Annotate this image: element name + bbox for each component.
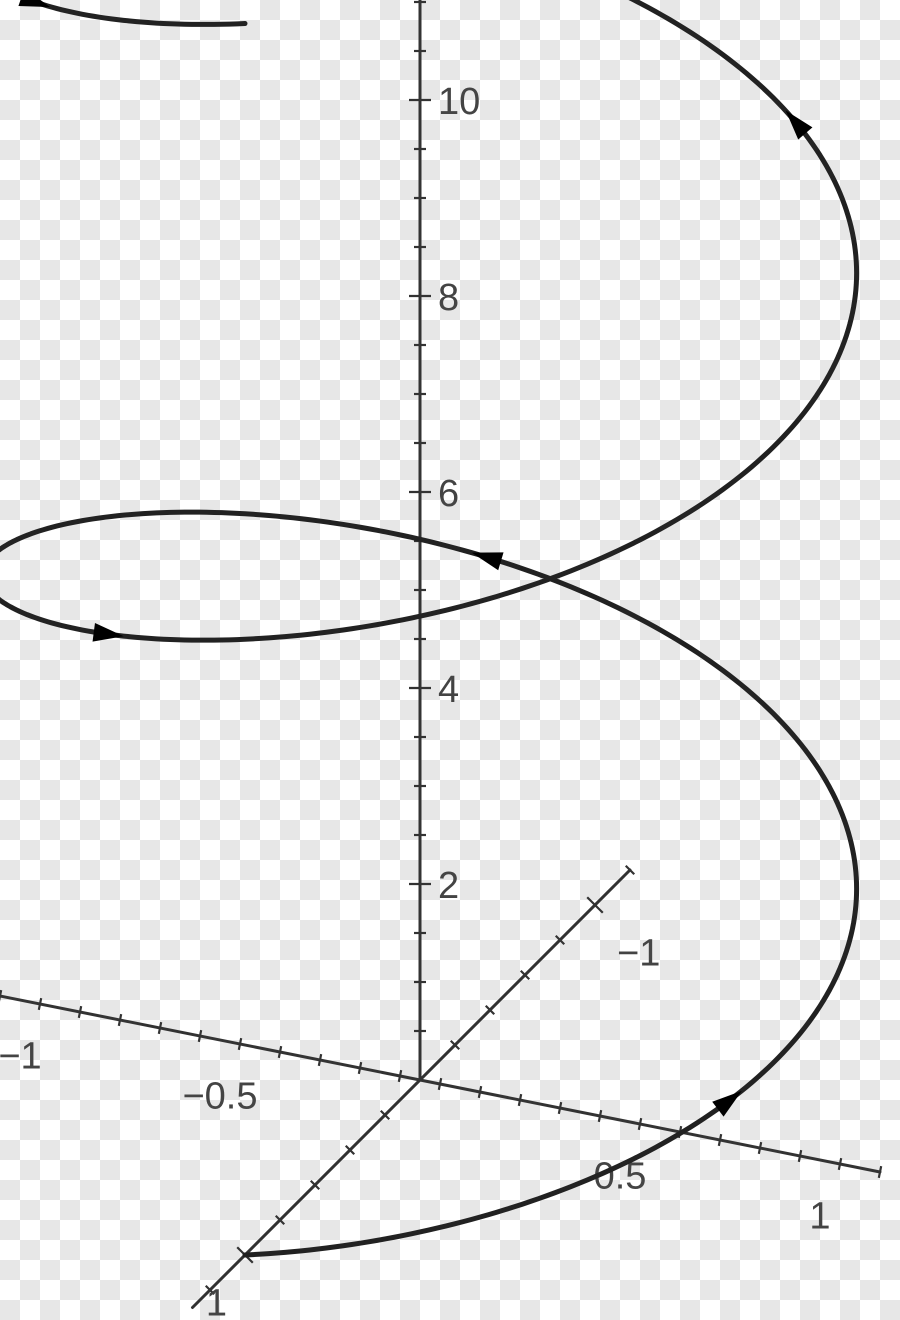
direction-arrow-icon xyxy=(93,624,122,641)
z-axis-label: 4 xyxy=(438,669,459,711)
y-axis xyxy=(193,870,631,1308)
helix-curve xyxy=(0,0,857,1255)
x-axis-label: −0.5 xyxy=(182,1075,257,1117)
y-axis-label: 1 xyxy=(206,1282,227,1320)
z-axis-label: 6 xyxy=(438,473,459,515)
x-axis-label: 1 xyxy=(809,1195,830,1237)
y-axis-label: −1 xyxy=(617,932,660,974)
axes xyxy=(0,0,880,1308)
direction-arrow-icon xyxy=(474,553,503,570)
axis-ticks xyxy=(0,0,881,1294)
direction-arrows xyxy=(19,0,811,1116)
helix-path xyxy=(0,0,857,1255)
helix-3d-plot: −1−0.50.51−1124681012 xyxy=(0,0,900,1320)
x-axis-label: −1 xyxy=(0,1035,42,1077)
z-axis-label: 2 xyxy=(438,865,459,907)
direction-arrow-icon xyxy=(19,0,48,6)
z-axis-label: 10 xyxy=(438,81,480,123)
z-axis-label: 8 xyxy=(438,277,459,319)
